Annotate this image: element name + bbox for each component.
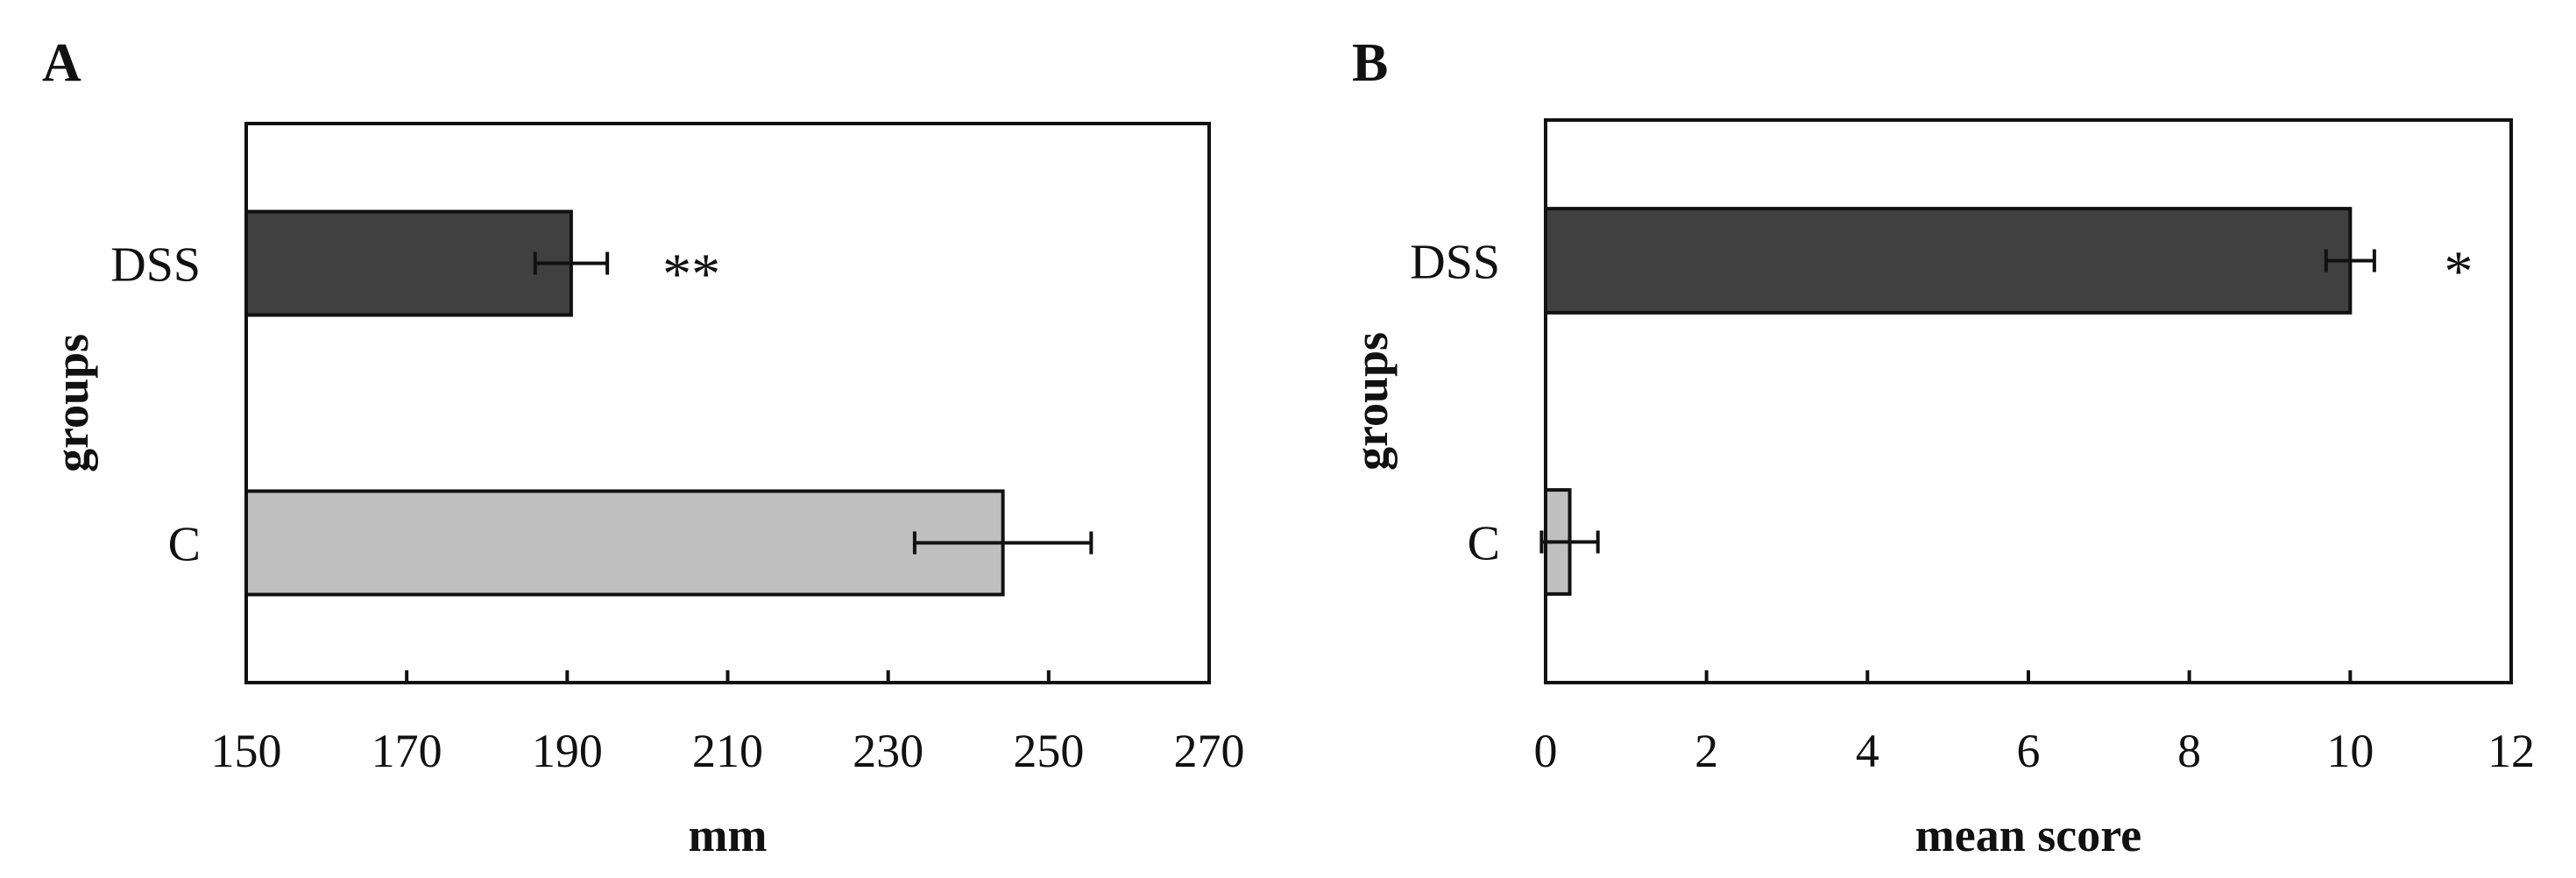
x-tick-label: 150 [211, 725, 282, 777]
x-tick-label: 230 [853, 725, 924, 777]
bar-dss [244, 209, 573, 317]
significance-marker: * [2444, 240, 2473, 304]
x-tick-label: 250 [1013, 725, 1084, 777]
category-label: DSS [110, 238, 201, 293]
x-tick-label: 170 [372, 725, 442, 777]
category-label: DSS [1410, 236, 1500, 290]
x-tick-label: 270 [1174, 725, 1245, 777]
category-label: C [168, 518, 201, 572]
category-label: C [1468, 517, 1500, 571]
bar-c [244, 489, 1005, 597]
x-tick-label: 0 [1534, 725, 1558, 777]
panel-letter: A [42, 33, 81, 93]
x-tick-label: 190 [532, 725, 603, 777]
plot-frame [244, 122, 1211, 684]
x-tick-label: 210 [692, 725, 763, 777]
x-tick-label: 10 [2326, 725, 2374, 777]
x-tick-label: 4 [1856, 725, 1879, 777]
x-axis-title: mm [689, 809, 768, 861]
y-axis-title: groups [46, 334, 98, 472]
y-axis-title: groups [1345, 332, 1398, 471]
x-tick-label: 2 [1695, 725, 1718, 777]
x-tick-label: 12 [2488, 725, 2535, 777]
panel-a: A 150 170 190 210 230 250 270 DSS ** Cmm groups [42, 33, 1245, 861]
x-tick-label: 8 [2177, 725, 2201, 777]
x-axis-title: mean score [1915, 809, 2141, 861]
panel-letter: B [1352, 33, 1388, 93]
significance-marker: ** [662, 243, 720, 307]
plot-frame [1544, 118, 2513, 684]
bar-dss [1544, 207, 2353, 315]
x-tick-label: 6 [2017, 725, 2041, 777]
